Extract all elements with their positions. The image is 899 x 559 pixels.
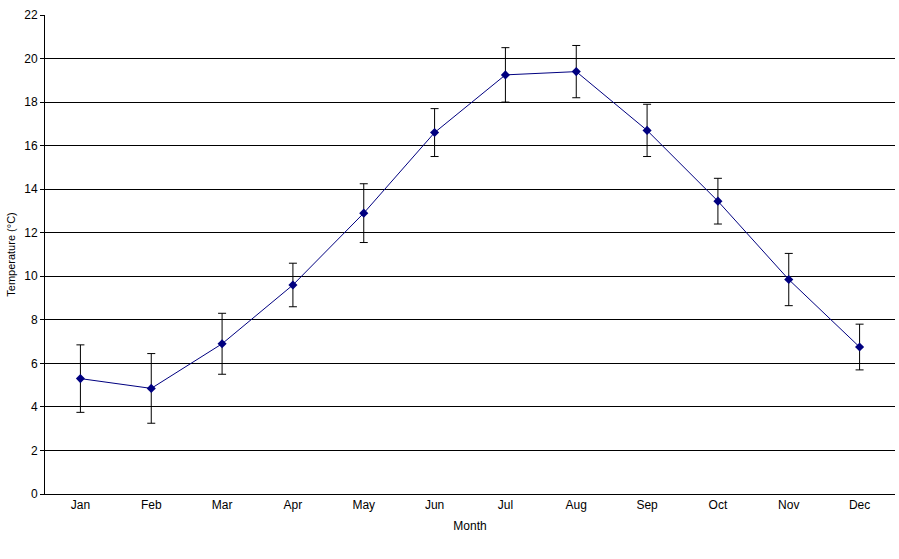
svg-text:6: 6: [31, 357, 38, 371]
svg-text:Feb: Feb: [141, 498, 162, 512]
svg-text:20: 20: [24, 52, 38, 66]
svg-text:4: 4: [31, 400, 38, 414]
svg-text:Jun: Jun: [425, 498, 444, 512]
svg-text:0: 0: [31, 487, 38, 501]
svg-text:Jul: Jul: [498, 498, 513, 512]
svg-text:Aug: Aug: [566, 498, 587, 512]
svg-text:Temperature (°C): Temperature (°C): [5, 212, 17, 296]
svg-text:18: 18: [24, 95, 38, 109]
svg-text:10: 10: [24, 269, 38, 283]
svg-text:16: 16: [24, 139, 38, 153]
svg-text:Mar: Mar: [212, 498, 233, 512]
svg-text:Apr: Apr: [284, 498, 303, 512]
svg-text:12: 12: [24, 226, 38, 240]
svg-text:Jan: Jan: [71, 498, 90, 512]
svg-text:2: 2: [31, 444, 38, 458]
svg-text:8: 8: [31, 313, 38, 327]
svg-text:Sep: Sep: [636, 498, 658, 512]
svg-text:14: 14: [24, 182, 38, 196]
svg-text:Month: Month: [453, 519, 486, 533]
svg-text:May: May: [352, 498, 375, 512]
svg-text:22: 22: [24, 8, 38, 22]
svg-text:Nov: Nov: [778, 498, 799, 512]
svg-text:Dec: Dec: [849, 498, 870, 512]
svg-text:Oct: Oct: [709, 498, 728, 512]
